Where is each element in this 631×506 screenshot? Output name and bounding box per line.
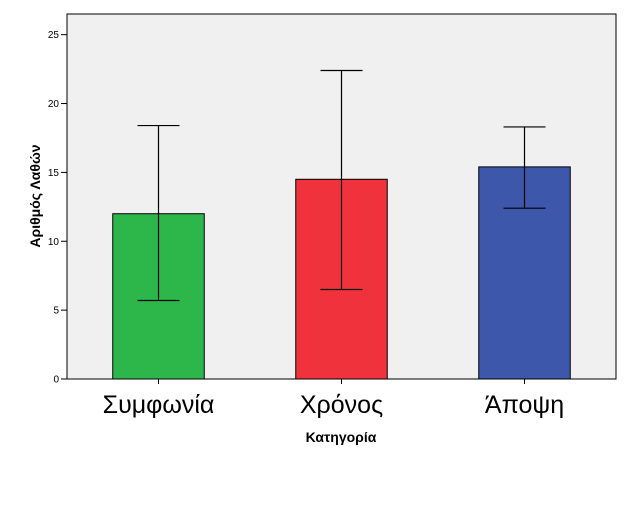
y-axis-title: Αριθμός Λαθών: [27, 144, 43, 247]
x-axis-title: Κατηγορία: [306, 429, 377, 445]
x-tick-label: Άποψη: [485, 391, 564, 419]
y-tick-label: 25: [48, 30, 60, 41]
y-tick-label: 0: [53, 375, 59, 386]
y-tick-label: 5: [53, 306, 59, 317]
y-tick-label: 10: [48, 237, 60, 248]
y-tick-label: 15: [48, 168, 60, 179]
x-tick-label: Συμφωνία: [103, 391, 215, 419]
x-tick-label: Χρόνος: [300, 391, 383, 419]
y-tick-label: 20: [48, 99, 60, 110]
